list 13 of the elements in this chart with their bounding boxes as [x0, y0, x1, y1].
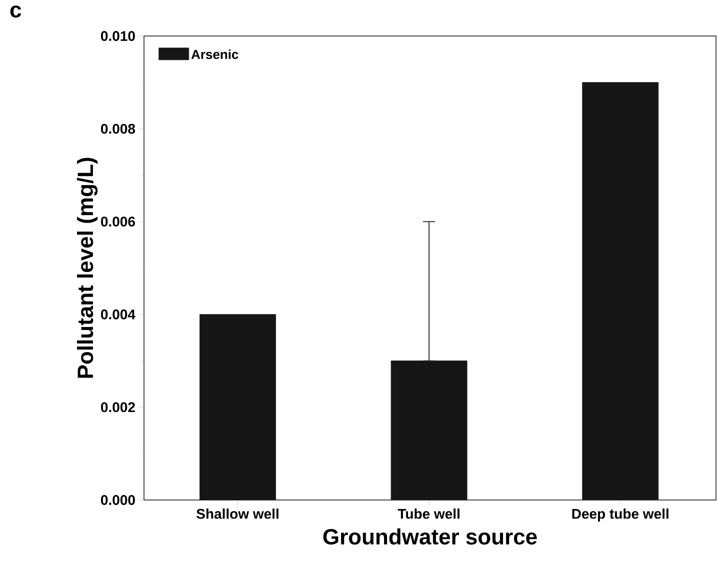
x-tick-label: Shallow well — [196, 508, 278, 519]
x-axis-title: Groundwater source — [323, 528, 537, 545]
y-tick-label: 0.000 — [100, 495, 135, 505]
y-tick-label: 0.004 — [100, 309, 136, 320]
y-tick-label: 0.002 — [100, 402, 135, 412]
x-tick-label: Tube well — [398, 508, 460, 519]
y-tick-label: 0.010 — [100, 31, 135, 41]
text: c — [10, 6, 22, 18]
legend-label: Arsenic — [191, 49, 238, 60]
x-tick-label: Deep tube well — [572, 508, 668, 522]
y-tick-label: 0.006 — [100, 216, 135, 227]
y-axis-title: Pollutant level (mg/L) — [77, 158, 98, 378]
y-tick-label: 0.008 — [100, 124, 136, 134]
